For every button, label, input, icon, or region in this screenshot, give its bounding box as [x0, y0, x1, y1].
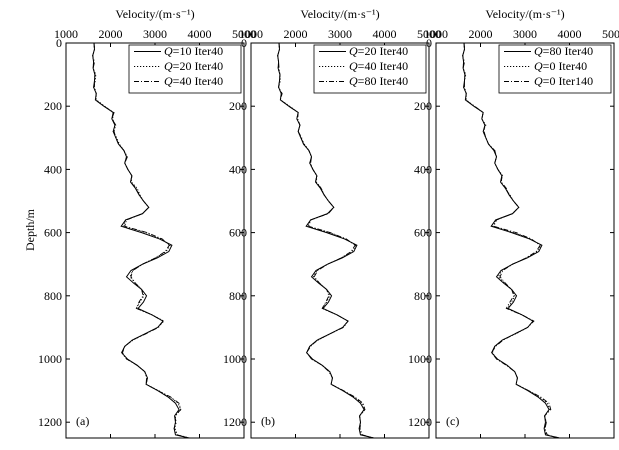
series-line-1	[462, 42, 559, 439]
legend-box	[313, 44, 427, 94]
x-tick-label: 1000	[239, 27, 263, 41]
y-axis-label: Depth/m	[23, 208, 37, 251]
x-tick-label: 2000	[284, 27, 308, 41]
y-tick-label: 1000	[408, 352, 432, 366]
y-tick-label: 1200	[38, 415, 62, 429]
legend-entry-text: =80 Iter40	[358, 74, 408, 88]
y-tick-label: 1000	[223, 352, 247, 366]
legend-entry: Q=0 Iter40	[534, 59, 587, 73]
plot-frame	[435, 42, 615, 439]
legend-entry-text: =80 Iter40	[543, 44, 593, 58]
legend-q-symbol: Q	[534, 44, 543, 58]
y-tick-label: 200	[414, 99, 432, 113]
series-line-2	[462, 42, 559, 439]
legend-q-symbol: Q	[164, 44, 173, 58]
y-tick-label: 800	[414, 289, 432, 303]
y-tick-label: 1000	[38, 352, 62, 366]
legend-q-symbol: Q	[349, 44, 358, 58]
panel-label: (a)	[76, 414, 89, 428]
x-axis-label: Velocity/(m·s⁻¹)	[485, 7, 564, 21]
y-tick-label: 200	[44, 99, 62, 113]
x-axis-label: Velocity/(m·s⁻¹)	[300, 7, 379, 21]
legend-entry: Q=10 Iter40	[164, 44, 223, 58]
chart-panel-3: Velocity/(m·s⁻¹)100020003000400050000200…	[408, 7, 619, 439]
series-line-1	[277, 42, 374, 439]
series-line-2	[92, 42, 190, 439]
y-tick-label: 200	[229, 99, 247, 113]
y-tick-label: 0	[241, 36, 247, 50]
x-tick-label: 1000	[54, 27, 78, 41]
y-tick-label: 800	[229, 289, 247, 303]
series-line-1	[92, 42, 189, 439]
legend-entry: Q=40 Iter40	[349, 59, 408, 73]
legend-entry-text: =10 Iter40	[173, 44, 223, 58]
x-tick-label: 3000	[513, 27, 537, 41]
panel-label: (c)	[446, 414, 459, 428]
panel-label: (b)	[261, 414, 275, 428]
legend-q-symbol: Q	[349, 59, 358, 73]
x-tick-label: 4000	[188, 27, 212, 41]
chart-panel-2: Velocity/(m·s⁻¹)1000 2000 3000 4000 50000200…	[223, 7, 441, 439]
y-tick-label: 600	[44, 226, 62, 240]
x-tick-label: 5000	[417, 27, 441, 41]
x-tick-label: 5000	[602, 27, 619, 41]
legend-q-symbol: Q	[164, 59, 173, 73]
y-tick-label: 600	[229, 226, 247, 240]
legend-entry-text: =20 Iter40	[358, 44, 408, 58]
series-line-3	[277, 42, 374, 439]
chart-panel-1: Velocity/(m·s⁻¹)1000 2000 3000 4000 50000200…	[38, 7, 256, 439]
legend-q-symbol: Q	[534, 59, 543, 73]
plot-frame	[250, 42, 430, 439]
legend-entry: Q=80 Iter40	[349, 74, 408, 88]
legend-entry-text: =0 Iter40	[543, 59, 587, 73]
x-axis-label: Velocity/(m·s⁻¹)	[115, 7, 194, 21]
x-tick-label: 4000	[558, 27, 582, 41]
y-tick-label: 1200	[408, 415, 432, 429]
plot-frame	[65, 42, 245, 439]
x-tick-label: 2000	[469, 27, 493, 41]
legend-entry-text: =40 Iter40	[173, 74, 223, 88]
y-tick-label: 0	[426, 36, 432, 50]
y-tick-label: 400	[44, 162, 62, 176]
legend-q-symbol: Q	[164, 74, 173, 88]
legend-entry: Q=20 Iter40	[164, 59, 223, 73]
legend-entry-text: =40 Iter40	[358, 59, 408, 73]
y-tick-label: 0	[56, 36, 62, 50]
x-tick-label: 5000	[232, 27, 256, 41]
legend-box	[128, 44, 242, 94]
legend-entry: Q=40 Iter40	[164, 74, 223, 88]
series-line-2	[277, 42, 374, 439]
x-tick-label: 2000	[99, 27, 123, 41]
x-tick-label: 1000	[424, 27, 448, 41]
legend-entry: Q=0 Iter140	[534, 74, 593, 88]
y-tick-label: 600	[414, 226, 432, 240]
legend-box	[498, 44, 612, 94]
y-tick-label: 1200	[223, 415, 247, 429]
y-tick-label: 400	[229, 162, 247, 176]
series-line-3	[92, 42, 189, 439]
y-tick-label: 800	[44, 289, 62, 303]
legend-entry: Q=20 Iter40	[349, 44, 408, 58]
y-tick-label: 400	[414, 162, 432, 176]
legend-entry-text: =20 Iter40	[173, 59, 223, 73]
legend-entry: Q=80 Iter40	[534, 44, 593, 58]
legend-entry-text: =0 Iter140	[543, 74, 593, 88]
x-tick-label: 4000	[373, 27, 397, 41]
legend-q-symbol: Q	[349, 74, 358, 88]
x-tick-label: 3000	[143, 27, 167, 41]
x-tick-label: 3000	[328, 27, 352, 41]
series-line-3	[462, 42, 560, 439]
panels: Velocity/(m·s⁻¹)1000 2000 3000 4000 50000200…	[38, 7, 619, 439]
legend-q-symbol: Q	[534, 74, 543, 88]
